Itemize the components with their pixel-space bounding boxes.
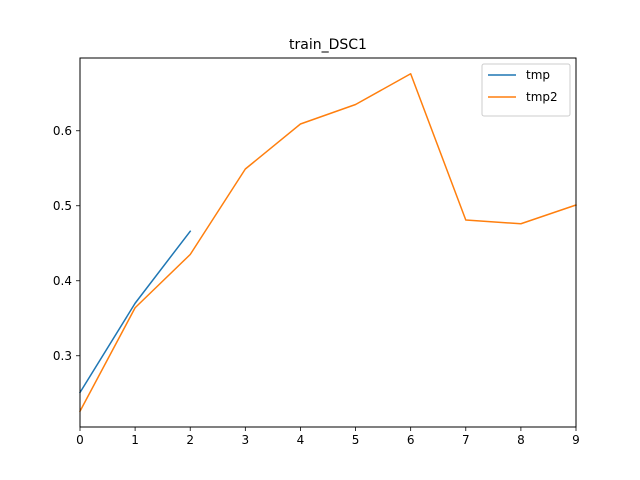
y-tick-label: 0.4 <box>53 274 72 288</box>
y-axis: 0.3 0.4 0.5 0.6 <box>53 124 80 363</box>
series-line-tmp2 <box>78 73 577 413</box>
x-tick-label: 9 <box>572 433 580 447</box>
legend-box <box>481 63 571 117</box>
x-axis: 0 1 2 3 4 5 6 7 8 9 <box>76 427 580 447</box>
x-tick-label: 3 <box>242 433 250 447</box>
x-tick-label: 7 <box>462 433 470 447</box>
x-tick-label: 5 <box>352 433 360 447</box>
x-tick-label: 1 <box>131 433 139 447</box>
legend-label-tmp: tmp <box>526 68 550 82</box>
legend: tmp tmp2 <box>481 63 571 117</box>
plot-frame <box>79 57 577 428</box>
x-tick-label: 4 <box>297 433 305 447</box>
x-tick-label: 0 <box>76 433 84 447</box>
y-tick-label: 0.5 <box>53 199 72 213</box>
x-tick-label: 6 <box>407 433 415 447</box>
y-tick-label: 0.3 <box>53 349 72 363</box>
legend-label-tmp2: tmp2 <box>526 90 558 104</box>
x-tick-label: 2 <box>186 433 194 447</box>
series-line-tmp <box>78 230 192 394</box>
plot-lines <box>78 73 577 413</box>
y-tick-label: 0.6 <box>53 124 72 138</box>
x-tick-label: 8 <box>517 433 525 447</box>
chart-title: train_DSC1 <box>289 37 367 53</box>
